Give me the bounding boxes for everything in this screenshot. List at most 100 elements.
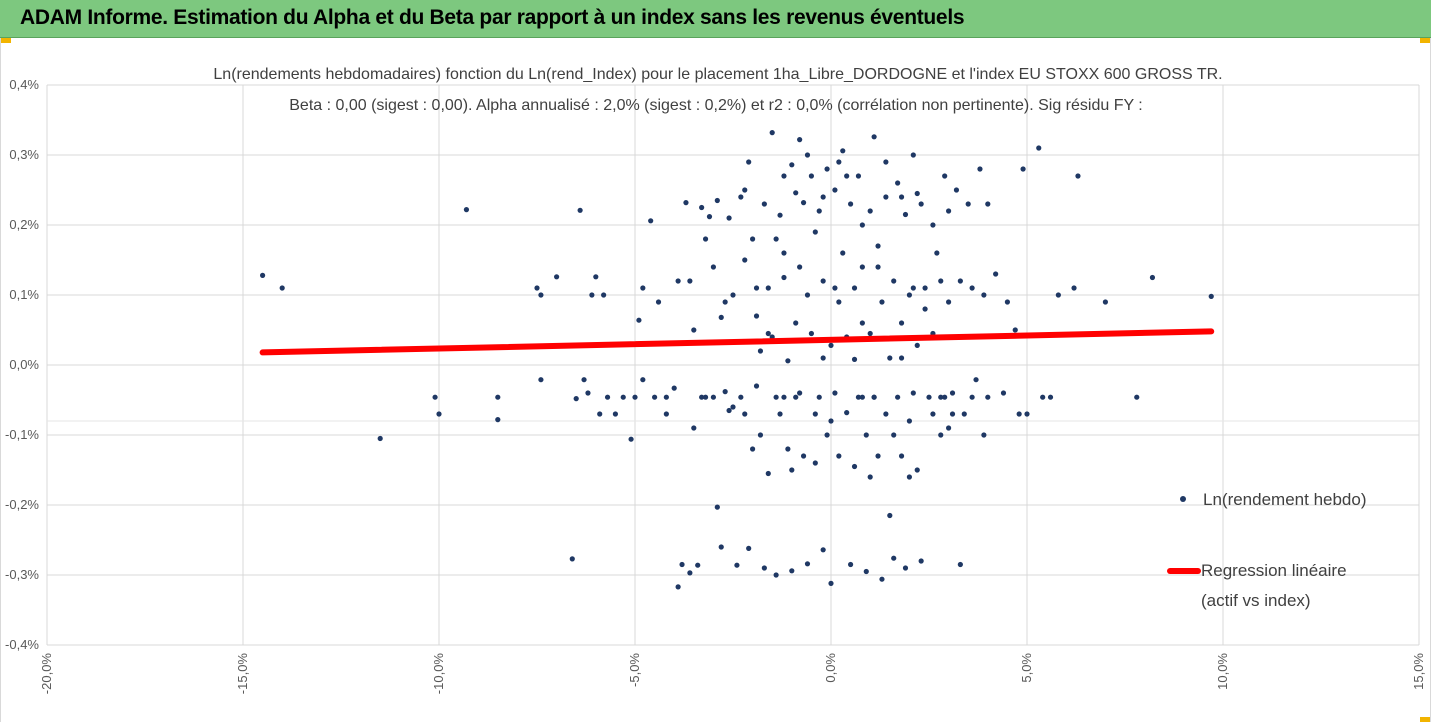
data-point	[581, 377, 587, 383]
data-point	[812, 229, 818, 235]
data-point	[569, 556, 575, 562]
data-point	[1004, 299, 1011, 305]
data-point	[585, 390, 591, 396]
data-point	[1047, 394, 1054, 400]
data-point	[730, 404, 736, 410]
data-point	[981, 432, 987, 438]
data-point	[930, 411, 936, 417]
data-point	[750, 236, 756, 242]
data-point	[922, 306, 928, 312]
data-point	[279, 285, 285, 291]
data-point	[930, 222, 936, 228]
data-point	[981, 292, 987, 298]
data-point	[914, 342, 920, 348]
data-point	[765, 285, 771, 291]
data-point	[898, 355, 905, 361]
data-point	[993, 271, 999, 277]
legend-marker-scatter	[1180, 496, 1186, 502]
data-point	[879, 576, 885, 582]
data-point	[495, 417, 501, 423]
data-point	[1055, 292, 1061, 298]
data-point	[765, 330, 771, 337]
data-point	[828, 342, 834, 348]
data-point	[726, 215, 732, 221]
data-point	[538, 292, 544, 298]
data-point	[851, 285, 858, 291]
data-point	[828, 580, 834, 587]
data-point	[844, 410, 850, 416]
legend-label-regression: Regression linéaire	[1201, 561, 1347, 580]
data-point	[691, 425, 697, 431]
data-point	[820, 547, 826, 553]
report-banner: ADAM Informe. Estimation du Alpha et du …	[0, 0, 1431, 38]
data-point	[436, 411, 442, 417]
legend-label-scatter: Ln(rendement hebdo)	[1203, 490, 1367, 509]
data-point	[620, 394, 626, 400]
data-point	[714, 197, 720, 204]
data-point	[910, 390, 916, 396]
data-point	[914, 190, 920, 197]
y-tick-label: 0,3%	[9, 147, 39, 162]
data-point	[781, 394, 787, 400]
data-point	[961, 411, 967, 417]
data-point	[260, 272, 266, 278]
data-point	[797, 264, 803, 270]
y-tick-label: 0,4%	[9, 77, 39, 92]
data-point	[859, 394, 865, 400]
data-point	[1016, 411, 1022, 417]
data-point	[655, 299, 662, 305]
data-point	[848, 201, 854, 207]
x-tick-label: 10,0%	[1215, 653, 1230, 690]
x-tick-label: -15,0%	[235, 653, 250, 695]
data-point	[957, 561, 963, 568]
data-point	[824, 432, 830, 438]
data-point	[663, 394, 669, 400]
data-point	[777, 411, 783, 417]
data-point	[926, 394, 932, 400]
data-point	[902, 565, 909, 571]
data-point	[985, 201, 991, 207]
data-point	[648, 218, 654, 224]
data-point	[800, 453, 807, 459]
data-point	[832, 390, 838, 396]
data-point	[820, 194, 826, 200]
data-point	[902, 211, 909, 218]
data-point	[769, 130, 775, 136]
data-point	[781, 173, 787, 179]
data-point	[757, 348, 764, 354]
corner-marker-left	[0, 38, 11, 43]
data-point	[832, 285, 838, 291]
data-point	[797, 390, 803, 396]
data-point	[652, 394, 658, 400]
data-point	[938, 394, 944, 400]
x-tick-label: 0,0%	[823, 653, 838, 683]
axes: 0,4% 0,3% 0,2% 0,1% 0,0% -0,1% -0,2% -0,3% -0,4%…	[5, 77, 1426, 694]
data-point	[675, 278, 681, 284]
data-point	[855, 173, 862, 179]
data-point	[538, 377, 544, 383]
data-point	[946, 299, 952, 305]
data-point	[746, 545, 752, 552]
data-point	[718, 544, 724, 550]
data-point	[867, 208, 873, 214]
data-point	[820, 355, 826, 361]
data-point	[836, 159, 842, 165]
data-point	[785, 446, 791, 452]
data-point	[554, 274, 560, 280]
data-point	[738, 194, 744, 200]
data-point	[597, 411, 603, 417]
data-point	[671, 385, 677, 391]
data-point	[534, 285, 540, 291]
data-point	[702, 236, 709, 242]
data-point	[891, 432, 897, 438]
data-point	[808, 173, 815, 179]
data-point	[789, 568, 795, 574]
data-point	[863, 568, 869, 575]
data-point	[879, 299, 885, 305]
data-point	[632, 394, 638, 400]
data-point	[1208, 293, 1214, 299]
x-tick-label: 5,0%	[1019, 653, 1034, 683]
data-point	[753, 313, 760, 319]
data-point	[851, 463, 858, 470]
data-point	[765, 470, 771, 477]
